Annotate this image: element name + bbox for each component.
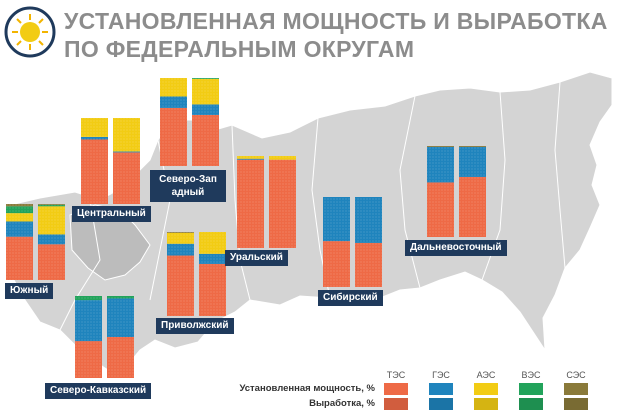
bar-texture (107, 337, 134, 378)
bar-texture (113, 152, 140, 204)
bar-texture (167, 255, 194, 316)
bar-texture (107, 298, 134, 337)
bar-texture (113, 118, 140, 152)
bar-texture (427, 182, 454, 237)
bar-texture (192, 114, 219, 166)
region-label-severo-zapadny: Северо-Западный (150, 170, 226, 202)
bar-texture (81, 136, 108, 140)
bar-texture (38, 234, 65, 245)
bar-texture (323, 241, 350, 287)
bar-texture (192, 104, 219, 115)
bar-texture (160, 96, 187, 108)
bar-texture (355, 242, 382, 287)
bar-texture (6, 206, 33, 214)
bar-texture (75, 300, 102, 342)
bar-texture (459, 176, 486, 237)
bar-texture (167, 232, 194, 233)
bar-texture (237, 158, 264, 160)
region-label-dalnevostochny: Дальневосточный (405, 240, 507, 256)
bar-texture (192, 78, 219, 105)
bar-texture (107, 296, 134, 299)
chart-title-line-2: ПО ФЕДЕРАЛЬНЫМ ОКРУГАМ (64, 36, 415, 62)
bar-texture (269, 159, 296, 248)
bar-texture (38, 206, 65, 235)
bar-texture (459, 146, 486, 177)
bar-texture (38, 204, 65, 205)
bar-texture (113, 151, 140, 153)
region-label-uralsky: Уральский (225, 250, 288, 266)
region-label-sibirsky: Сибирский (318, 290, 383, 306)
region-label-privolzhsky: Приволжский (156, 318, 234, 334)
bar-texture (459, 146, 486, 147)
bar-texture (38, 244, 65, 280)
chart-title-line-1: УСТАНОВЛЕННАЯ МОЩНОСТЬ И ВЫРАБОТКА (64, 8, 608, 34)
bar-texture (269, 156, 296, 160)
bar-texture (427, 146, 454, 147)
bar-texture (75, 341, 102, 378)
bar-texture (81, 118, 108, 137)
bar-texture (199, 253, 226, 264)
bar-texture (38, 204, 65, 207)
bar-texture (6, 236, 33, 280)
region-label-yuzhny: Южный (5, 283, 54, 299)
bar-texture (81, 139, 108, 204)
bar-texture (6, 213, 33, 222)
company-logo (4, 6, 56, 58)
bar-texture (167, 243, 194, 256)
bar-texture (160, 107, 187, 166)
bar-texture (237, 159, 264, 248)
bar-texture (355, 197, 382, 243)
bar-texture (160, 78, 187, 97)
region-label-tsentralny: Центральный (72, 206, 151, 222)
bar-texture (237, 156, 264, 159)
region-label-severo-kavkazsky: Северо-Кавказский (45, 383, 152, 399)
bar-texture (75, 296, 102, 301)
bar-texture (323, 197, 350, 242)
bar-texture (6, 221, 33, 237)
severo-zapadny-text: Северо-Западный (159, 174, 217, 198)
bar-texture (199, 263, 226, 316)
bar-texture (199, 232, 226, 254)
bar-texture (167, 232, 194, 244)
bar-texture (192, 78, 219, 79)
bar-texture (427, 146, 454, 183)
bar-texture (6, 204, 33, 207)
